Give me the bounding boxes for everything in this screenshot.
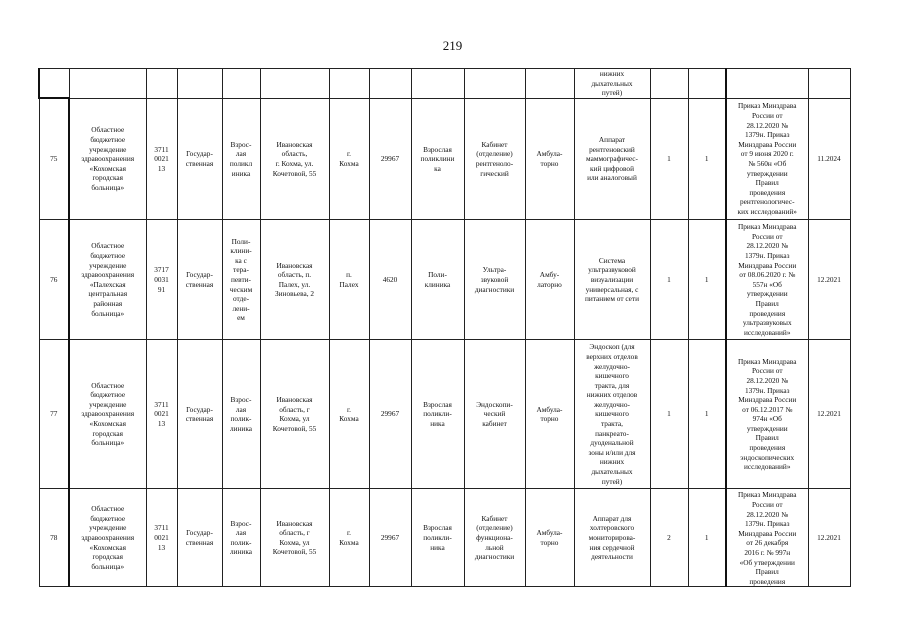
- cell-qty-required: 1: [649, 219, 689, 341]
- cell-department: Ультра- звуковой диагностики: [463, 219, 526, 341]
- cell-date: 11.2024: [807, 97, 851, 221]
- cell-unit-type: Взрос- лая полик- линика: [221, 339, 261, 490]
- cell-address: Ивановская область, г Кохма, ул Кочетово…: [259, 488, 330, 588]
- cell-equipment: нижних дыхательных путей): [573, 68, 651, 99]
- cell-equipment: Аппарат рентгеновский маммографичес- кий…: [573, 97, 651, 221]
- cell-qty-required: 2: [649, 488, 689, 588]
- cell-care-form: Амбула- торно: [524, 97, 575, 221]
- table-row: 77 Областное бюджетное учреждение здравоо…: [38, 339, 851, 490]
- cell-qty-required: [649, 68, 689, 99]
- cell-locality: п. Палех: [328, 219, 370, 341]
- cell-code: 3711 0021 13: [145, 97, 178, 221]
- cell-facility: Поли- клиника: [410, 219, 465, 341]
- page-number: 219: [442, 38, 463, 53]
- cell-facility: Взрослая поликлини ка: [410, 97, 465, 221]
- cell-ownership: Государ- ственная: [176, 219, 223, 341]
- cell-regulation: Приказ Минздрава России от 28.12.2020 № …: [725, 488, 809, 588]
- cell-ownership: [176, 68, 223, 99]
- cell-population: 29967: [368, 488, 412, 588]
- cell-code: 3717 0031 91: [145, 219, 178, 341]
- cell-code: 3711 0021 13: [145, 339, 178, 490]
- cell-organization: Областное бюджетное учреждение здравоохр…: [68, 219, 147, 341]
- cell-address: Ивановская область, п. Палех, ул. Зиновь…: [259, 219, 330, 341]
- cell-locality: г. Кохма: [328, 488, 370, 588]
- table-row: нижних дыхательных путей): [38, 68, 851, 100]
- cell-care-form: Амбула- торно: [524, 339, 575, 490]
- table-row: 76 Областное бюджетное учреждение здравоо…: [38, 219, 851, 341]
- cell-address: Ивановская область, г. Кохма, ул. Кочето…: [259, 97, 330, 221]
- cell-ownership: Государ- ственная: [176, 97, 223, 221]
- cell-num: [38, 68, 70, 100]
- cell-population: 4620: [368, 219, 412, 341]
- cell-department: Кабинет (отделение) функциона- льной диа…: [463, 488, 526, 588]
- cell-department: [463, 68, 526, 99]
- cell-code: [145, 68, 178, 99]
- cell-num: 77: [38, 339, 70, 490]
- cell-unit-type: Поли- клини- ка с тера- певти- ческим от…: [221, 219, 261, 341]
- cell-date: 12.2021: [807, 219, 851, 341]
- cell-date: 12.2021: [807, 488, 851, 588]
- cell-facility: Взрослая поликли- ника: [410, 488, 465, 588]
- equipment-table: нижних дыхательных путей) 75 Областное бюд…: [38, 68, 851, 588]
- cell-unit-type: Взрос- лая полик- линика: [221, 488, 261, 588]
- cell-date: 12.2021: [807, 339, 851, 490]
- cell-unit-type: [221, 68, 261, 99]
- cell-population: 29967: [368, 339, 412, 490]
- cell-care-form: Амбула- торно: [524, 488, 575, 588]
- cell-ownership: Государ- ственная: [176, 488, 223, 588]
- cell-qty-planned: 1: [687, 97, 727, 221]
- cell-qty-planned: [687, 68, 727, 99]
- cell-organization: Областное бюджетное учреждение здравоохр…: [68, 339, 147, 490]
- cell-organization: Областное бюджетное учреждение здравоохр…: [68, 97, 147, 221]
- cell-address: Ивановская область, г Кохма, ул Кочетово…: [259, 339, 330, 490]
- cell-address: [259, 68, 330, 99]
- cell-qty-required: 1: [649, 339, 689, 490]
- cell-equipment: Система ультразвуковой визуализации унив…: [573, 219, 651, 341]
- cell-regulation: Приказ Минздрава России от 28.12.2020 № …: [725, 339, 809, 490]
- cell-department: Кабинет (отделение) рентгеноло- гический: [463, 97, 526, 221]
- cell-organization: Областное бюджетное учреждение здравоохр…: [68, 488, 147, 588]
- cell-regulation: Приказ Минздрава России от 28.12.2020 № …: [725, 219, 809, 341]
- table-row: 75 Областное бюджетное учреждение здравоо…: [38, 97, 851, 221]
- cell-qty-required: 1: [649, 97, 689, 221]
- cell-care-form: Амбу- латорно: [524, 219, 575, 341]
- cell-qty-planned: 1: [687, 219, 727, 341]
- cell-population: 29967: [368, 97, 412, 221]
- table-row: 78 Областное бюджетное учреждение здравоо…: [38, 488, 851, 588]
- cell-facility: [410, 68, 465, 99]
- cell-date: [807, 68, 851, 99]
- cell-num: 76: [38, 219, 70, 341]
- cell-ownership: Государ- ственная: [176, 339, 223, 490]
- cell-organization: [68, 68, 147, 99]
- cell-locality: [328, 68, 370, 99]
- cell-regulation: Приказ Минздрава России от 28.12.2020 № …: [725, 97, 809, 221]
- cell-department: Эндоскопи- ческий кабинет: [463, 339, 526, 490]
- cell-population: [368, 68, 412, 99]
- cell-code: 3711 0021 13: [145, 488, 178, 588]
- cell-equipment: Эндоскоп (для верхних отделов желудочно-…: [573, 339, 651, 490]
- cell-equipment: Аппарат для холтеровского мониторирова- …: [573, 488, 651, 588]
- cell-num: 75: [38, 97, 70, 221]
- cell-regulation: [725, 68, 809, 99]
- cell-unit-type: Взрос- лая поликл иника: [221, 97, 261, 221]
- cell-care-form: [524, 68, 575, 99]
- cell-num: 78: [38, 488, 70, 588]
- cell-locality: г. Кохма: [328, 97, 370, 221]
- cell-locality: г. Кохма: [328, 339, 370, 490]
- cell-qty-planned: 1: [687, 488, 727, 588]
- cell-qty-planned: 1: [687, 339, 727, 490]
- cell-facility: Взрослая поликли- ника: [410, 339, 465, 490]
